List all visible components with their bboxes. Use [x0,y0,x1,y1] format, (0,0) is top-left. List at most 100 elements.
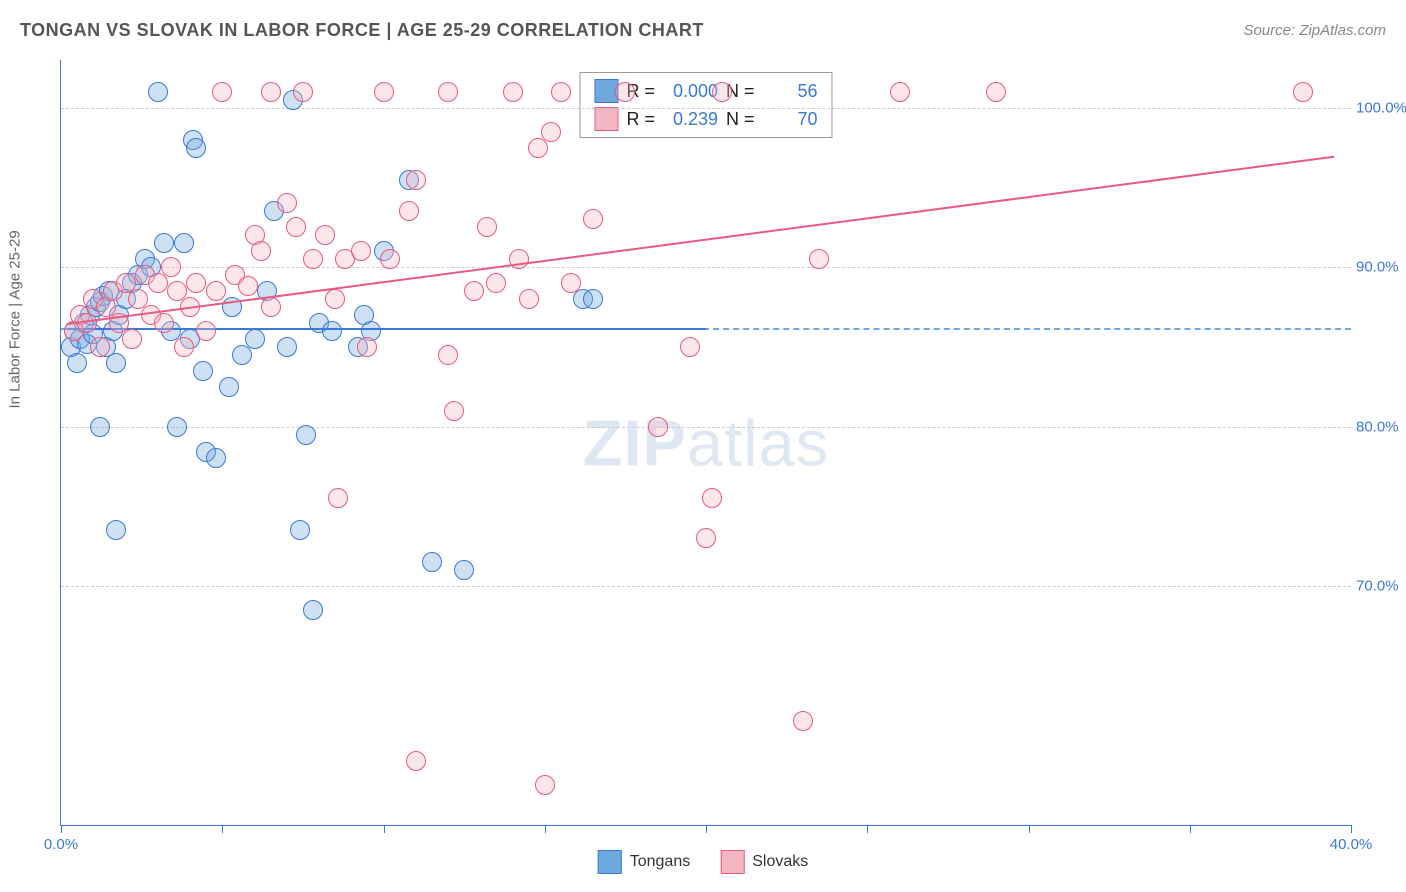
data-point-slovaks [315,225,335,245]
data-point-tongans [206,448,226,468]
x-tick [545,825,546,833]
data-point-slovaks [293,82,313,102]
data-point-slovaks [261,297,281,317]
data-point-slovaks [519,289,539,309]
data-point-tongans [106,353,126,373]
data-point-slovaks [251,241,271,261]
data-point-slovaks [809,249,829,269]
x-tick [1029,825,1030,833]
data-point-slovaks [174,337,194,357]
data-point-slovaks [154,313,174,333]
data-point-tongans [106,520,126,540]
series-legend: Tongans Slovaks [598,850,809,874]
data-point-slovaks [1293,82,1313,102]
data-point-slovaks [528,138,548,158]
data-point-slovaks [277,193,297,213]
y-tick-label: 80.0% [1356,418,1406,435]
data-point-slovaks [238,276,258,296]
data-point-slovaks [438,345,458,365]
legend-r-value-tongans: 0.000 [663,81,718,102]
data-point-tongans [148,82,168,102]
data-point-slovaks [438,82,458,102]
data-point-tongans [583,289,603,309]
legend-label-slovaks: Slovaks [752,853,808,871]
data-point-slovaks [561,273,581,293]
x-tick [706,825,707,833]
data-point-tongans [67,353,87,373]
data-point-tongans [232,345,252,365]
data-point-slovaks [303,249,323,269]
data-point-tongans [219,377,239,397]
scatter-plot: ZIPatlas R = 0.000 N = 56 R = 0.239 N = … [60,60,1351,826]
data-point-tongans [167,417,187,437]
data-point-tongans [154,233,174,253]
data-point-slovaks [122,329,142,349]
data-point-slovaks [503,82,523,102]
data-point-slovaks [890,82,910,102]
data-point-slovaks [615,82,635,102]
data-point-slovaks [357,337,377,357]
y-tick-label: 90.0% [1356,259,1406,276]
x-tick-label: 0.0% [44,836,78,853]
legend-n-value-slovaks: 70 [763,109,818,130]
data-point-tongans [296,425,316,445]
legend-item-slovaks: Slovaks [720,850,808,874]
y-axis-label: In Labor Force | Age 25-29 [7,230,24,408]
data-point-slovaks [541,122,561,142]
data-point-tongans [290,520,310,540]
y-tick-label: 100.0% [1356,99,1406,116]
correlation-legend: R = 0.000 N = 56 R = 0.239 N = 70 [579,72,832,138]
gridline-h [61,267,1351,268]
data-point-slovaks [186,273,206,293]
watermark: ZIPatlas [583,405,829,480]
data-point-slovaks [351,241,371,261]
data-point-slovaks [477,217,497,237]
data-point-slovaks [399,201,419,221]
data-point-slovaks [444,401,464,421]
data-point-slovaks [680,337,700,357]
data-point-slovaks [793,711,813,731]
data-point-tongans [193,361,213,381]
data-point-tongans [90,417,110,437]
data-point-slovaks [161,257,181,277]
data-point-slovaks [535,775,555,795]
data-point-slovaks [90,337,110,357]
data-point-slovaks [702,488,722,508]
x-tick-label: 40.0% [1330,836,1373,853]
data-point-slovaks [286,217,306,237]
data-point-slovaks [380,249,400,269]
data-point-slovaks [374,82,394,102]
data-point-tongans [303,600,323,620]
data-point-slovaks [551,82,571,102]
x-tick [222,825,223,833]
data-point-slovaks [696,528,716,548]
data-point-tongans [422,552,442,572]
legend-swatch-slovaks [720,850,744,874]
data-point-slovaks [148,273,168,293]
legend-item-tongans: Tongans [598,850,691,874]
data-point-slovaks [986,82,1006,102]
data-point-tongans [174,233,194,253]
data-point-slovaks [712,82,732,102]
legend-r-value-slovaks: 0.239 [663,109,718,130]
data-point-slovaks [406,170,426,190]
data-point-slovaks [648,417,668,437]
x-tick [1351,825,1352,833]
gridline-h [61,108,1351,109]
data-point-slovaks [464,281,484,301]
data-point-slovaks [261,82,281,102]
data-point-slovaks [325,289,345,309]
y-tick-label: 70.0% [1356,577,1406,594]
legend-swatch-tongans [598,850,622,874]
x-tick [867,825,868,833]
chart-title: TONGAN VS SLOVAK IN LABOR FORCE | AGE 25… [20,20,704,41]
gridline-h [61,586,1351,587]
data-point-tongans [454,560,474,580]
data-point-slovaks [206,281,226,301]
data-point-slovaks [406,751,426,771]
data-point-tongans [322,321,342,341]
data-point-tongans [245,329,265,349]
gridline-h [61,427,1351,428]
data-point-tongans [186,138,206,158]
x-tick [384,825,385,833]
